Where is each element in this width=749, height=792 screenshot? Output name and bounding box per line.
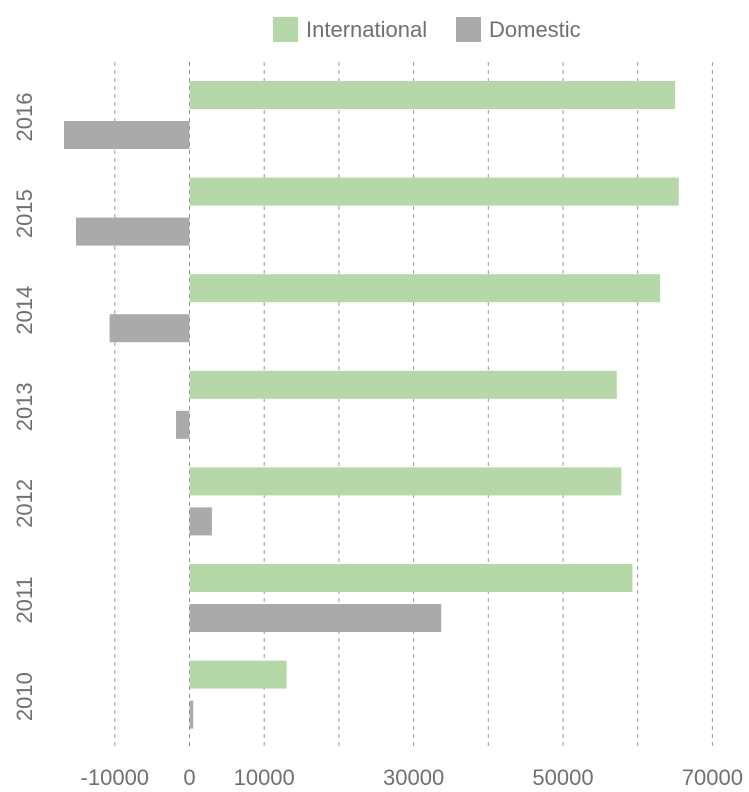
legend-label-international: International — [306, 17, 427, 42]
x-tick-label: 30000 — [383, 765, 444, 790]
x-tick-label: 0 — [183, 765, 195, 790]
bar-international-2014 — [189, 274, 661, 303]
y-tick-label: 2012 — [12, 479, 37, 528]
bar-international-2012 — [189, 467, 622, 496]
bar-domestic-2016 — [64, 121, 190, 149]
bar-international-2010 — [189, 660, 287, 689]
y-tick-label: 2010 — [12, 672, 37, 721]
y-tick-label: 2013 — [12, 382, 37, 431]
x-tick-label: 10000 — [234, 765, 295, 790]
bar-international-2011 — [189, 564, 633, 592]
legend-label-domestic: Domestic — [489, 17, 581, 42]
bar-international-2013 — [189, 370, 617, 399]
bar-domestic-2015 — [75, 217, 190, 246]
y-tick-label: 2014 — [12, 286, 37, 335]
y-tick-label: 2015 — [12, 189, 37, 238]
bar-domestic-2013 — [176, 410, 190, 439]
chart-legend: International Domestic — [273, 17, 581, 42]
y-tick-label: 2011 — [12, 576, 37, 623]
bars — [64, 81, 679, 729]
x-tick-label: 50000 — [532, 765, 593, 790]
bar-domestic-2011 — [189, 604, 442, 632]
y-axis-labels: 2016 2015 2014 2013 2012 2011 2010 — [12, 93, 37, 722]
bar-domestic-2010 — [189, 700, 194, 729]
bar-domestic-2012 — [189, 507, 212, 536]
x-tick-label: -10000 — [81, 765, 150, 790]
y-tick-label: 2016 — [12, 93, 37, 142]
bar-international-2015 — [189, 177, 679, 206]
bar-domestic-2014 — [109, 314, 190, 343]
x-axis-labels: -10000 0 10000 30000 50000 70000 — [81, 765, 743, 790]
grid-lines — [114, 62, 713, 750]
legend-swatch-international — [273, 17, 298, 42]
x-tick-label: 70000 — [682, 765, 743, 790]
bar-international-2016 — [189, 81, 676, 109]
legend-swatch-domestic — [456, 17, 481, 42]
